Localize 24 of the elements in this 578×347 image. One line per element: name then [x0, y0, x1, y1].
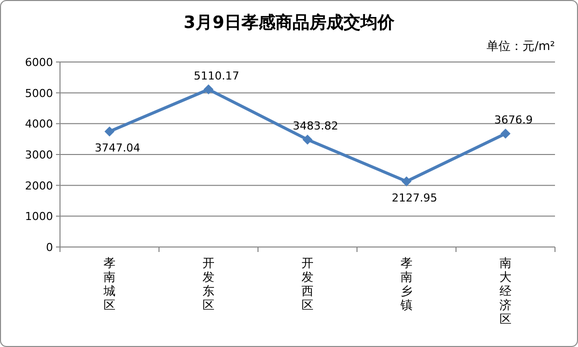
x-tick-label: 南大经济区 — [500, 256, 512, 326]
y-tick-label: 5000 — [25, 86, 53, 100]
y-tick-label: 1000 — [25, 210, 53, 224]
y-tick-label: 3000 — [25, 148, 53, 162]
y-tick-label: 4000 — [25, 118, 53, 131]
point — [204, 84, 214, 94]
text: 单位：元/m² — [486, 39, 556, 53]
point — [302, 134, 312, 145]
point — [500, 128, 510, 139]
x-tick-label: 开发东区 — [202, 256, 214, 312]
data-label: 2127.95 — [392, 191, 438, 204]
data-label: 5110.17 — [194, 69, 240, 82]
y-tick-label: 0 — [46, 241, 53, 254]
y-tick-label: 2000 — [25, 179, 53, 192]
x-tick-label: 孝南城区 — [102, 256, 116, 312]
x-tick-label: 孝南乡镇 — [400, 256, 412, 312]
y-tick-label: 6000 — [25, 56, 53, 69]
point — [402, 176, 412, 186]
x-tick-label: 开发西区 — [302, 256, 314, 312]
data-label: 3676.9 — [494, 114, 533, 127]
data-label: 3483.82 — [292, 120, 338, 133]
data-label: 3747.04 — [94, 141, 140, 154]
point — [104, 126, 114, 136]
chart-title: 3月9日孝感商品房成交均价 — [184, 13, 396, 33]
